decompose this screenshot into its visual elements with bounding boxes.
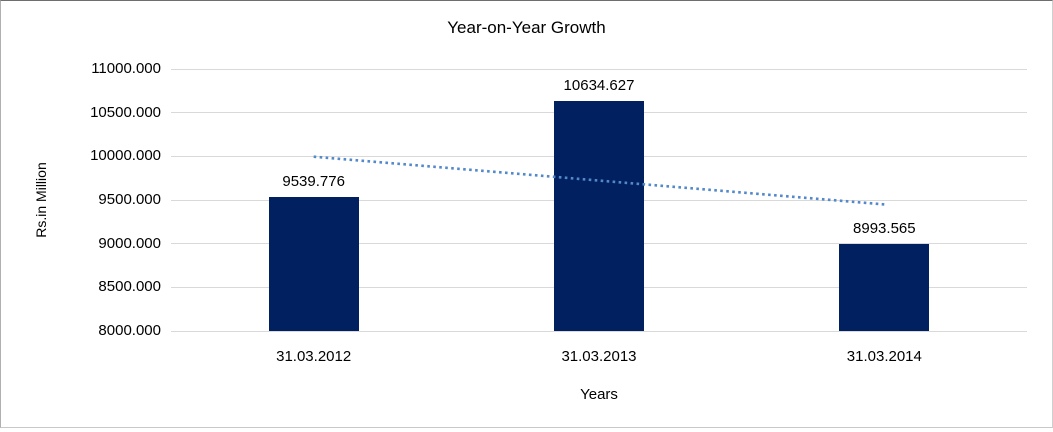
chart-title: Year-on-Year Growth [447,18,606,37]
gridline [171,330,1027,332]
bar [554,100,644,331]
x-category-label: 31.03.2012 [276,348,352,365]
y-tick-label: 10500.000 [90,103,161,121]
y-tick-label: 8000.000 [98,322,161,339]
y-tick-label: 11000.000 [91,60,161,77]
y-tick-label: 8500.000 [98,278,161,296]
bar [839,244,930,331]
y-tick-label: 9500.000 [98,191,161,208]
trendline [313,155,885,206]
y-tick-label: 9000.000 [98,234,161,252]
bar [268,196,359,331]
plot-area: 9539.776 10634.627 8993.565 [171,68,1027,332]
x-category-label: 31.03.2013 [561,348,637,365]
bar-value-label: 8993.565 [853,220,916,238]
x-category-label: 31.03.2014 [846,348,922,365]
bar-value-label: 10634.627 [563,76,635,94]
bar-value-label: 9539.776 [282,172,345,190]
y-tick-label: 10000.000 [90,147,161,165]
gridline [171,68,1027,70]
x-axis-title: Years [580,386,618,403]
